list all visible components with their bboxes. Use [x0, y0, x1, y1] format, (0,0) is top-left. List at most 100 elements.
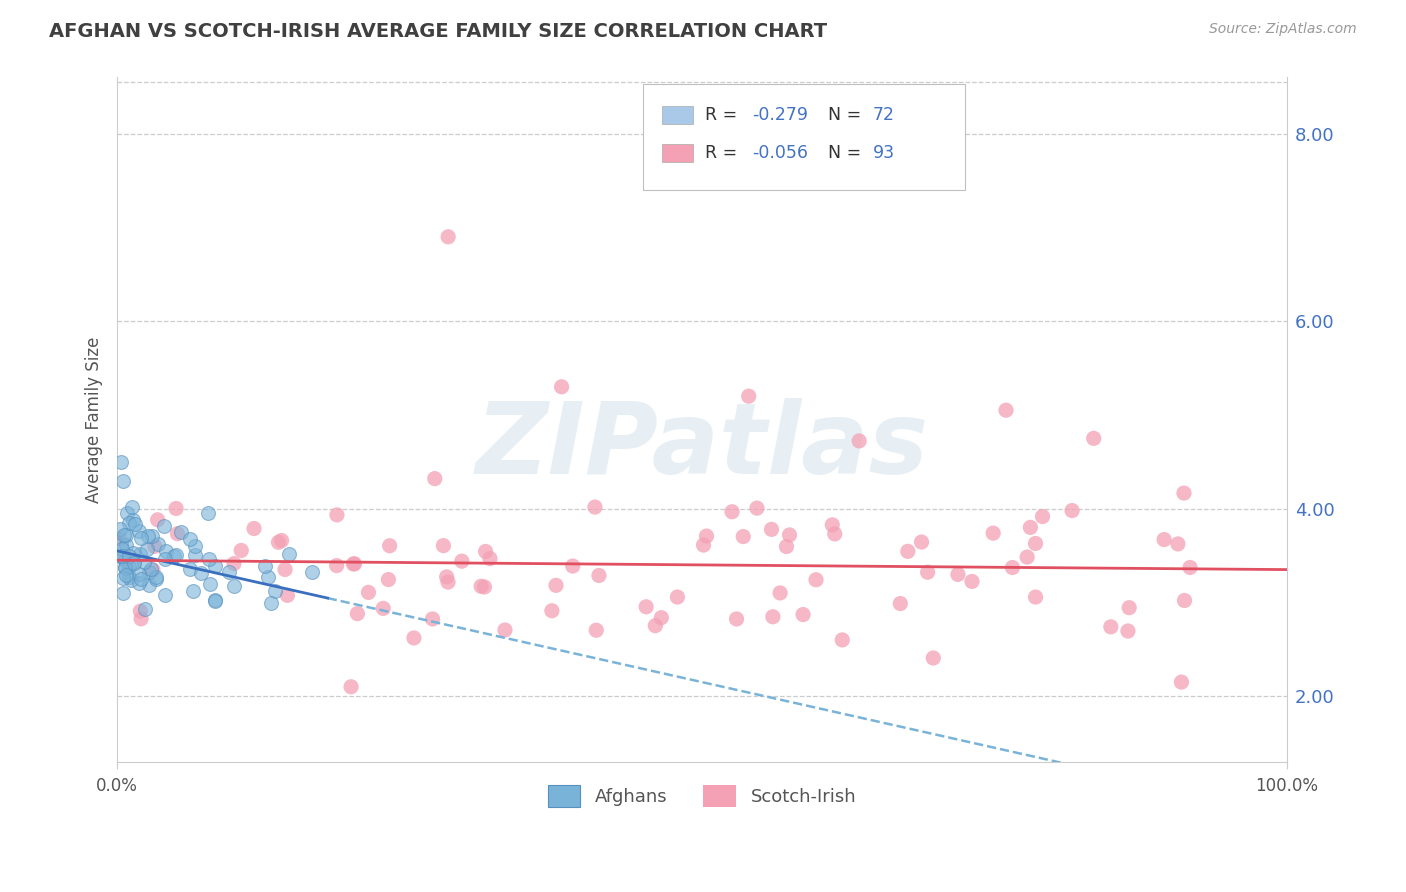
Point: [129, 572, 152, 586]
Point: [198, 551, 221, 566]
Point: [114, 560, 136, 574]
Point: [1170, 675, 1192, 690]
Point: [889, 597, 911, 611]
Point: [112, 474, 135, 488]
Point: [120, 573, 142, 587]
Point: [256, 570, 278, 584]
Point: [141, 562, 163, 576]
Point: [115, 507, 138, 521]
Point: [897, 544, 920, 558]
Point: [274, 562, 297, 576]
Point: [277, 547, 299, 561]
Point: [1153, 533, 1175, 547]
Point: [769, 586, 792, 600]
Point: [451, 554, 474, 568]
Point: [1173, 593, 1195, 607]
Point: [111, 585, 134, 599]
Point: [122, 513, 145, 527]
Point: [917, 565, 939, 579]
Point: [301, 565, 323, 579]
Point: [179, 562, 201, 576]
Point: [1173, 486, 1195, 500]
Point: [128, 524, 150, 538]
Point: [145, 570, 167, 584]
Point: [1118, 600, 1140, 615]
Point: [111, 550, 134, 565]
Point: [138, 566, 160, 580]
Point: [264, 584, 287, 599]
Point: [1167, 537, 1189, 551]
Point: [110, 537, 132, 551]
FancyBboxPatch shape: [662, 144, 693, 161]
Point: [946, 567, 969, 582]
Point: [1062, 503, 1084, 517]
Point: [114, 553, 136, 567]
Point: [721, 505, 744, 519]
Point: [108, 532, 131, 546]
Point: [110, 455, 132, 469]
Point: [325, 558, 347, 573]
Y-axis label: Average Family Size: Average Family Size: [86, 336, 103, 503]
Point: [134, 555, 156, 569]
Point: [218, 565, 240, 579]
Point: [725, 612, 748, 626]
Point: [270, 533, 292, 548]
Point: [121, 546, 143, 560]
Point: [124, 517, 146, 532]
Point: [561, 559, 583, 574]
Point: [1025, 590, 1047, 604]
Point: [775, 540, 797, 554]
Point: [231, 543, 253, 558]
Point: [146, 537, 169, 551]
Point: [824, 527, 846, 541]
Point: [733, 530, 755, 544]
Point: [128, 566, 150, 581]
Point: [478, 551, 501, 566]
Point: [644, 618, 666, 632]
Point: [437, 229, 460, 244]
Point: [163, 549, 186, 563]
Text: N =: N =: [828, 144, 868, 161]
Point: [222, 579, 245, 593]
Point: [114, 561, 136, 575]
Point: [544, 578, 567, 592]
Point: [165, 548, 187, 562]
Point: [170, 524, 193, 539]
Point: [128, 575, 150, 590]
Point: [423, 472, 446, 486]
Text: AFGHAN VS SCOTCH-IRISH AVERAGE FAMILY SIZE CORRELATION CHART: AFGHAN VS SCOTCH-IRISH AVERAGE FAMILY SI…: [49, 22, 827, 41]
Point: [122, 556, 145, 570]
Point: [474, 544, 496, 558]
Point: [122, 555, 145, 569]
Point: [1116, 624, 1139, 638]
Point: [204, 593, 226, 607]
Point: [738, 389, 761, 403]
Point: [155, 543, 177, 558]
Point: [115, 568, 138, 582]
Point: [276, 588, 298, 602]
Point: [494, 623, 516, 637]
Point: [166, 526, 188, 541]
Point: [995, 403, 1018, 417]
Point: [129, 612, 152, 626]
Text: N =: N =: [828, 106, 868, 124]
Point: [117, 569, 139, 583]
Point: [326, 508, 349, 522]
Point: [792, 607, 814, 622]
Point: [745, 501, 768, 516]
Point: [432, 539, 454, 553]
Point: [198, 577, 221, 591]
Point: [585, 624, 607, 638]
Text: R =: R =: [706, 144, 744, 161]
Point: [136, 541, 159, 556]
Point: [260, 596, 283, 610]
Point: [583, 500, 606, 514]
Point: [184, 539, 207, 553]
FancyBboxPatch shape: [662, 106, 693, 124]
Point: [134, 602, 156, 616]
Point: [1001, 560, 1024, 574]
Point: [922, 651, 945, 665]
Point: [761, 522, 783, 536]
Point: [474, 580, 496, 594]
Point: [129, 547, 152, 561]
